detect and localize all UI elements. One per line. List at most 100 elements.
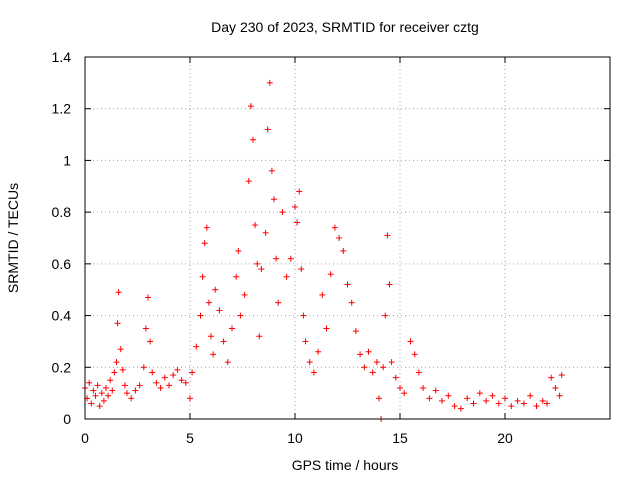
data-point xyxy=(121,382,128,389)
data-point xyxy=(88,400,95,407)
data-point xyxy=(132,387,139,394)
data-point xyxy=(539,397,546,404)
data-point xyxy=(201,240,208,247)
data-point xyxy=(401,390,408,397)
data-points xyxy=(82,79,565,422)
data-point xyxy=(203,224,210,231)
data-point xyxy=(445,392,452,399)
data-point xyxy=(380,364,387,371)
data-point xyxy=(212,286,219,293)
x-tick-label: 10 xyxy=(287,430,303,446)
data-point xyxy=(178,377,185,384)
data-point xyxy=(457,405,464,412)
y-tick-label: 1 xyxy=(63,152,71,168)
data-point xyxy=(119,366,126,373)
data-point xyxy=(527,392,534,399)
data-point xyxy=(124,390,130,397)
y-tick-label: 0.6 xyxy=(52,256,72,272)
data-point xyxy=(241,291,248,298)
data-point xyxy=(420,384,427,391)
data-point xyxy=(250,136,256,143)
data-point xyxy=(508,403,515,410)
data-point xyxy=(268,167,275,174)
data-point xyxy=(145,294,151,301)
data-point xyxy=(103,384,109,391)
data-point xyxy=(114,320,121,327)
data-point xyxy=(210,351,217,358)
data-point xyxy=(533,403,540,410)
data-point xyxy=(193,343,200,350)
data-point xyxy=(149,369,156,376)
data-point xyxy=(369,369,376,376)
data-point xyxy=(415,369,422,376)
data-point xyxy=(245,178,252,185)
axis-ticks: 0 0.2 0.4 0.6 0.8 1 1.2 1.4 0 5 10 15 20 xyxy=(52,49,610,446)
y-tick-label: 1.2 xyxy=(52,101,72,117)
x-tick-label: 15 xyxy=(392,430,408,446)
y-tick-label: 1.4 xyxy=(52,49,72,65)
data-point xyxy=(520,400,527,407)
data-point xyxy=(464,395,471,402)
data-point xyxy=(306,359,313,366)
data-point xyxy=(558,372,565,379)
data-point xyxy=(548,374,555,381)
data-point xyxy=(432,387,439,394)
data-point xyxy=(258,266,265,273)
data-point xyxy=(283,273,290,280)
data-point xyxy=(411,351,418,358)
data-point xyxy=(224,359,231,366)
data-point xyxy=(340,247,347,254)
y-tick-label: 0.4 xyxy=(52,308,72,324)
data-point xyxy=(495,400,502,407)
data-point xyxy=(273,255,280,262)
data-point xyxy=(388,359,395,366)
x-tick-label: 0 xyxy=(81,430,89,446)
data-point xyxy=(252,222,259,229)
x-axis-label: GPS time / hours xyxy=(292,457,399,473)
data-point xyxy=(205,299,212,306)
data-point xyxy=(344,281,351,288)
data-point xyxy=(300,312,307,319)
data-point xyxy=(208,333,214,340)
data-point xyxy=(489,392,496,399)
data-point xyxy=(199,273,206,280)
data-point xyxy=(105,392,112,399)
data-point xyxy=(348,299,355,306)
data-point xyxy=(292,203,298,210)
data-point xyxy=(216,307,223,314)
data-point xyxy=(310,369,317,376)
data-point xyxy=(386,281,393,288)
x-tick-label: 5 xyxy=(186,430,194,446)
data-point xyxy=(107,377,114,384)
data-point xyxy=(502,395,508,402)
data-point xyxy=(140,364,147,371)
data-point xyxy=(98,390,105,397)
data-point xyxy=(142,325,149,332)
data-point xyxy=(470,400,477,407)
data-point xyxy=(117,346,124,353)
data-point xyxy=(451,403,458,410)
data-point xyxy=(271,196,277,203)
data-point xyxy=(361,364,368,371)
data-point xyxy=(170,372,177,379)
data-point xyxy=(514,397,521,404)
data-point xyxy=(384,232,391,239)
data-point xyxy=(336,235,343,241)
data-point xyxy=(298,266,305,273)
data-point xyxy=(279,209,286,216)
data-point xyxy=(294,219,301,226)
data-point xyxy=(136,382,143,389)
data-point xyxy=(247,103,254,110)
data-point xyxy=(220,338,227,345)
data-point xyxy=(382,312,389,319)
y-tick-label: 0 xyxy=(63,411,71,427)
data-point xyxy=(109,387,116,394)
data-point xyxy=(357,351,364,358)
data-point xyxy=(96,403,103,410)
data-point xyxy=(266,79,273,86)
data-point xyxy=(174,366,181,373)
data-point xyxy=(315,348,322,355)
data-point xyxy=(392,374,399,381)
data-point xyxy=(556,392,563,399)
